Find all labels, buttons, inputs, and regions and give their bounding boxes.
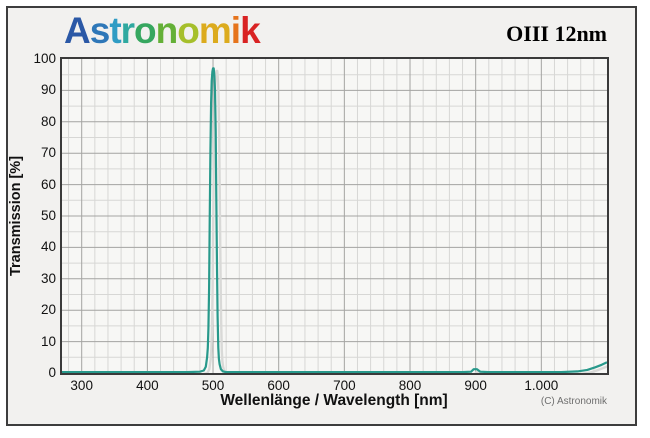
transmission-curve-chart xyxy=(62,59,607,373)
x-tick-label: 900 xyxy=(464,378,487,393)
logo-letter: i xyxy=(230,10,241,51)
x-tick-label: 300 xyxy=(70,378,93,393)
x-tick-label: 500 xyxy=(201,378,225,393)
y-tick-label: 90 xyxy=(40,82,56,98)
logo-letter: n xyxy=(155,10,179,51)
y-tick-label: 10 xyxy=(40,333,56,349)
y-tick-label: 40 xyxy=(40,239,56,255)
y-tick-label: 100 xyxy=(33,51,56,66)
x-axis-label: Wellenlänge / Wavelength [nm] xyxy=(220,392,448,409)
logo-letter: r xyxy=(120,10,135,51)
y-tick-label: 0 xyxy=(48,365,56,380)
y-tick-label: 70 xyxy=(40,145,56,161)
astronomik-logo: Astronomik xyxy=(64,10,261,52)
y-tick-label: 50 xyxy=(40,208,56,223)
x-tick-label: 600 xyxy=(267,378,290,393)
logo-letter: t xyxy=(109,10,121,51)
logo-letter: o xyxy=(177,10,200,51)
logo-letter: s xyxy=(89,10,111,51)
y-tick-label: 30 xyxy=(40,270,56,286)
logo-letter: A xyxy=(64,10,91,51)
x-tick-label: 800 xyxy=(398,378,422,393)
y-tick-label: 80 xyxy=(40,113,56,129)
copyright-note: (C) Astronomik xyxy=(540,396,607,407)
y-tick-label: 20 xyxy=(40,302,56,318)
chart-title: OIII 12nm xyxy=(506,21,607,46)
x-tick-label: 400 xyxy=(136,378,159,393)
plot-area xyxy=(60,57,609,375)
logo-letter: o xyxy=(134,10,157,51)
x-tick-label: 700 xyxy=(333,378,356,393)
logo-letter: m xyxy=(198,10,232,51)
y-tick-label: 60 xyxy=(40,176,56,192)
x-tick-label: 1.000 xyxy=(524,378,559,393)
logo-letter: k xyxy=(240,10,261,51)
